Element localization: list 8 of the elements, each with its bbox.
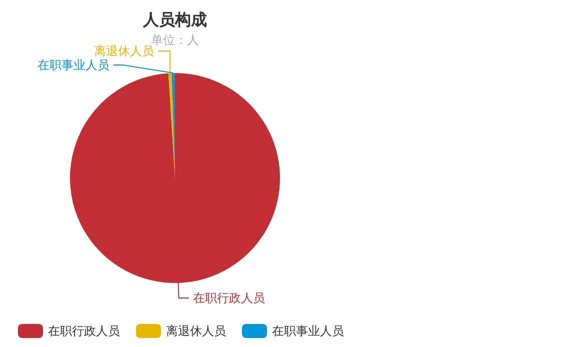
legend-label: 在职事业人员 xyxy=(272,324,344,338)
chart-title: 人员构成 xyxy=(142,10,207,29)
legend-label: 离退休人员 xyxy=(166,324,226,338)
slice-label: 在职事业人员 xyxy=(37,58,110,72)
slice-label: 离退休人员 xyxy=(94,44,154,58)
legend-label: 在职行政人员 xyxy=(48,324,120,338)
chart-subtitle: 单位：人 xyxy=(151,33,199,47)
slice-label: 在职行政人员 xyxy=(192,290,265,305)
